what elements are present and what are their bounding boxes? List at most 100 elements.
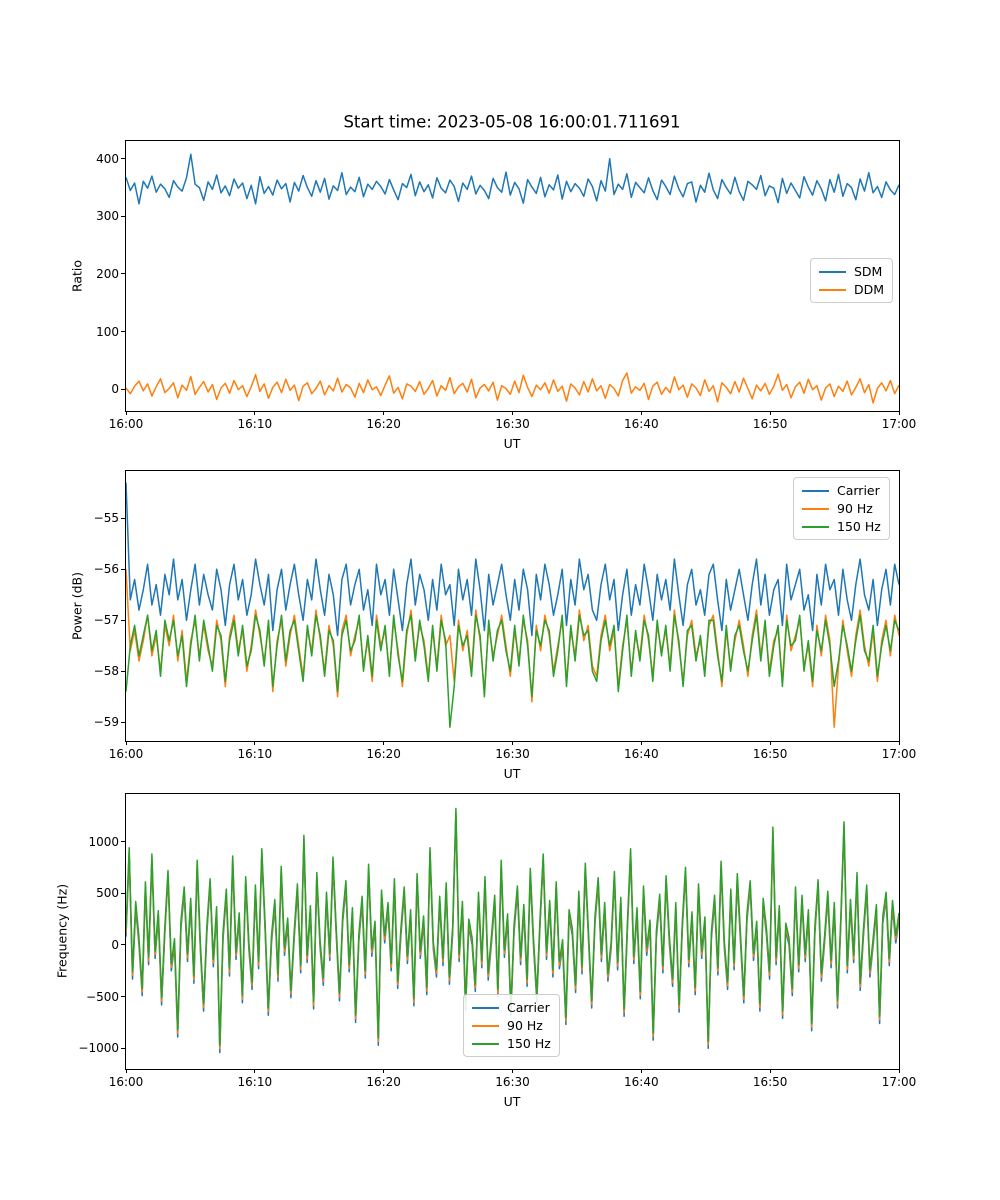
x-tick-mark — [769, 741, 771, 745]
x-tick-mark — [125, 411, 127, 415]
x-tick-mark — [898, 411, 900, 415]
x-tick-mark — [254, 1069, 256, 1073]
x-tick-label: 16:30 — [495, 747, 530, 761]
x-tick-mark — [769, 1069, 771, 1073]
power-lines-svg — [126, 482, 899, 728]
ratio-lines-svg — [126, 153, 899, 404]
legend-line-sample-150-hz — [472, 1042, 499, 1045]
x-tick-label: 16:00 — [108, 747, 144, 761]
y-axis-label-ratio: Ratio — [69, 259, 85, 293]
y-tick-label: 500 — [96, 886, 119, 901]
x-tick-label: 16:20 — [366, 747, 401, 761]
x-axis-label-power-ut: UT — [503, 766, 521, 781]
x-tick-label: 16:40 — [624, 1075, 659, 1089]
plot-area-ratio: 16:00 16:10 16:20 16:30 16:40 16:50 17:00 0 100 2… — [96, 140, 916, 431]
x-tick-mark — [125, 741, 127, 745]
y-tick-mark — [121, 517, 125, 519]
x-tick-mark — [383, 741, 385, 745]
x-tick-label: 16:20 — [366, 1075, 401, 1089]
x-tick-mark — [512, 1069, 513, 1073]
y-tick-mark — [121, 1047, 125, 1049]
x-tick-mark — [254, 411, 256, 415]
x-tick-label: 16:10 — [237, 417, 273, 431]
x-axis-label-ratio-ut: UT — [503, 436, 521, 451]
legend-row-90-hz: 90 Hz — [472, 1018, 551, 1033]
x-tick-label: 16:40 — [624, 747, 659, 761]
y-tick-label: 100 — [96, 324, 119, 339]
legend-line-sample-90-hz — [472, 1024, 499, 1027]
x-tick-mark — [254, 741, 256, 745]
x-tick-mark — [383, 411, 385, 415]
line-ddm — [126, 372, 899, 404]
legend-line-sample-carrier — [472, 1006, 499, 1009]
y-tick-mark — [121, 158, 125, 160]
y-tick-mark — [121, 944, 125, 946]
x-tick-mark — [512, 411, 513, 415]
legend-row-150-hz: 150 Hz — [802, 519, 881, 534]
y-axis-label-frequency: Frequency (Hz) — [54, 883, 70, 979]
figure-title: Start time: 2023-05-08 16:00:01.711691 — [343, 112, 681, 132]
legend-row-carrier: Carrier — [472, 1000, 551, 1015]
plot-area-power: 16:00 16:10 16:20 16:30 16:40 16:50 17:00 −55 −5… — [94, 470, 916, 761]
y-tick-mark — [121, 215, 125, 217]
legend-row-sdm: SDM — [819, 264, 884, 279]
x-tick-label: 16:00 — [108, 1075, 144, 1089]
legend-line-sample-sdm — [819, 270, 846, 273]
x-tick-label: 16:00 — [108, 417, 144, 431]
x-tick-mark — [898, 741, 900, 745]
y-axis-label-power: Power (dB) — [69, 571, 85, 641]
y-tick-label: 300 — [96, 209, 119, 224]
y-tick-label: −500 — [86, 989, 119, 1004]
legend-line-sample-150-hz — [802, 525, 829, 528]
legend-ratio: SDM DDM — [810, 258, 894, 303]
x-tick-label: 16:20 — [366, 417, 401, 431]
y-tick-mark — [121, 996, 125, 998]
x-tick-mark — [383, 1069, 385, 1073]
y-tick-label: 200 — [96, 266, 119, 281]
y-tick-label: 0 — [111, 382, 119, 397]
x-tick-label: 16:30 — [495, 1075, 530, 1089]
legend-row-ddm: DDM — [819, 282, 884, 297]
x-tick-label: 16:50 — [752, 1075, 788, 1089]
y-tick-mark — [121, 331, 125, 333]
y-tick-label: 400 — [96, 151, 119, 166]
legend-label-150-hz: 150 Hz — [507, 1036, 551, 1051]
x-tick-mark — [640, 411, 642, 415]
x-tick-label: 16:50 — [752, 747, 788, 761]
x-tick-label: 16:40 — [624, 417, 659, 431]
y-tick-mark — [121, 568, 125, 570]
legend-label-carrier: Carrier — [507, 1000, 550, 1015]
legend-label-sdm: SDM — [854, 264, 883, 279]
legend-row-90-hz: 90 Hz — [802, 501, 881, 516]
y-tick-label: 0 — [111, 937, 119, 952]
x-tick-label: 17:00 — [881, 1075, 917, 1089]
legend-label-90-hz: 90 Hz — [837, 501, 873, 516]
x-tick-mark — [898, 1069, 900, 1073]
frequency-lines-svg — [126, 807, 899, 1054]
legend-frequency: Carrier 90 Hz 150 Hz — [463, 994, 560, 1057]
y-tick-mark — [121, 273, 125, 275]
y-tick-label: −57 — [93, 613, 119, 628]
x-axis-label-frequency-ut: UT — [503, 1094, 521, 1109]
legend-row-carrier: Carrier — [802, 483, 881, 498]
legend-label-ddm: DDM — [854, 282, 885, 297]
legend-label-carrier: Carrier — [837, 483, 880, 498]
plot-area-frequency: 16:00 16:10 16:20 16:30 16:40 16:50 17:00 −1000… — [78, 793, 916, 1089]
y-tick-mark — [121, 721, 125, 723]
x-tick-label: 17:00 — [881, 417, 917, 431]
x-tick-label: 16:50 — [752, 417, 788, 431]
y-tick-label: −56 — [93, 562, 119, 577]
line-sdm — [126, 153, 899, 205]
legend-label-90-hz: 90 Hz — [507, 1018, 543, 1033]
y-tick-label: −59 — [93, 715, 119, 730]
y-tick-mark — [121, 892, 125, 894]
legend-row-150-hz: 150 Hz — [472, 1036, 551, 1051]
legend-label-150-hz: 150 Hz — [837, 519, 881, 534]
line-150-hz — [126, 614, 899, 728]
y-tick-label: 1000 — [88, 834, 119, 849]
x-tick-mark — [640, 741, 642, 745]
x-tick-label: 17:00 — [881, 747, 917, 761]
x-tick-mark — [640, 1069, 642, 1073]
y-tick-label: −58 — [93, 664, 119, 679]
